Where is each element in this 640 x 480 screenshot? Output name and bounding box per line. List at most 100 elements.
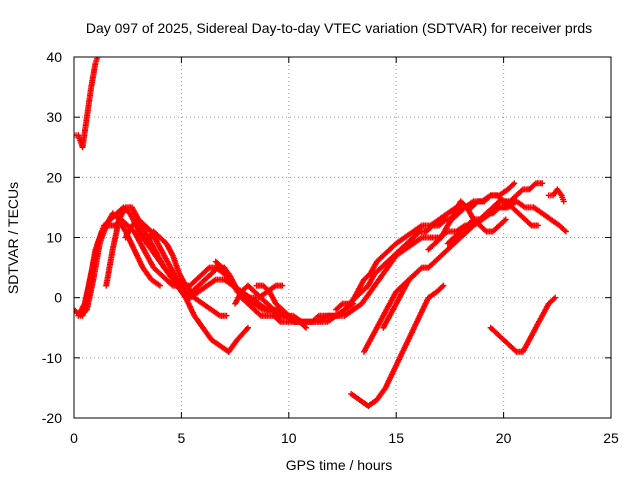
- interpolated-markers: [84, 85, 94, 119]
- interpolated-markers: [557, 223, 568, 234]
- interpolated-markers: [190, 283, 201, 294]
- interpolated-markers: [100, 223, 111, 234]
- interpolated-markers: [265, 312, 276, 319]
- interpolated-markers: [252, 301, 265, 312]
- interpolated-markers: [385, 253, 396, 264]
- data-point: [156, 282, 163, 289]
- data-point: [244, 324, 251, 331]
- interpolated-markers: [516, 211, 527, 222]
- interpolated-markers: [168, 266, 180, 282]
- interpolated-markers: [162, 254, 173, 270]
- interpolated-markers: [209, 265, 220, 276]
- interpolated-markers: [403, 229, 415, 240]
- interpolated-markers: [355, 278, 367, 294]
- interpolated-markers: [469, 199, 480, 210]
- interpolated-markers: [274, 301, 285, 312]
- interpolated-markers: [417, 296, 431, 318]
- interpolated-markers: [134, 224, 145, 239]
- interpolated-markers: [177, 272, 188, 288]
- y-axis-label: SDTVAR / TECUs: [5, 182, 21, 294]
- interpolated-markers: [88, 61, 99, 89]
- interpolated-markers: [171, 282, 181, 289]
- interpolated-markers: [341, 300, 351, 307]
- interpolated-markers: [226, 338, 240, 354]
- interpolated-markers: [197, 283, 209, 294]
- interpolated-markers: [411, 223, 424, 234]
- interpolated-markers: [497, 187, 510, 198]
- interpolated-markers: [140, 265, 154, 282]
- interpolated-markers: [149, 242, 160, 257]
- interpolated-markers: [508, 344, 519, 354]
- interpolated-markers: [439, 224, 450, 239]
- interpolated-markers: [287, 313, 297, 324]
- interpolated-markers: [183, 296, 197, 318]
- interpolated-markers: [491, 199, 501, 210]
- interpolated-markers: [162, 265, 173, 276]
- interpolated-markers: [368, 260, 380, 276]
- interpolated-markers: [392, 247, 403, 258]
- interpolated-markers: [205, 277, 218, 288]
- interpolated-markers: [491, 223, 501, 234]
- interpolated-markers: [218, 312, 228, 319]
- interpolated-markers: [119, 217, 130, 228]
- interpolated-markers: [164, 242, 175, 257]
- interpolated-markers: [540, 211, 553, 222]
- interpolated-markers: [452, 229, 463, 240]
- interpolated-markers: [143, 223, 153, 234]
- interpolated-markers: [411, 229, 422, 240]
- x-axis-label: GPS time / hours: [286, 457, 393, 473]
- interpolated-markers: [226, 272, 238, 288]
- interpolated-markers: [267, 290, 279, 306]
- interpolated-markers: [188, 289, 201, 300]
- interpolated-markers: [209, 307, 222, 318]
- interpolated-markers: [495, 332, 506, 342]
- interpolated-markers: [201, 301, 213, 312]
- interpolated-markers: [549, 217, 561, 228]
- interpolated-markers: [246, 301, 257, 312]
- interpolated-markers: [200, 326, 214, 342]
- series-arc-18: [545, 186, 567, 205]
- interpolated-markers: [504, 199, 514, 210]
- interpolated-markers: [158, 235, 169, 246]
- interpolated-markers: [381, 247, 392, 258]
- interpolated-markers: [107, 222, 117, 229]
- interpolated-markers: [232, 290, 244, 306]
- interpolated-markers: [79, 284, 92, 318]
- interpolated-markers: [368, 326, 380, 342]
- interpolated-markers: [439, 247, 450, 258]
- interpolated-markers: [520, 338, 532, 354]
- interpolated-markers: [259, 312, 269, 319]
- interpolated-markers: [482, 193, 493, 204]
- interpolated-markers: [485, 210, 495, 217]
- interpolated-markers: [413, 265, 424, 276]
- interpolated-markers: [456, 205, 467, 216]
- interpolated-markers: [334, 301, 345, 312]
- interpolated-markers: [265, 301, 276, 312]
- interpolated-markers: [192, 295, 205, 306]
- interpolated-markers: [489, 326, 499, 336]
- interpolated-markers: [377, 265, 390, 282]
- interpolated-markers: [203, 271, 214, 282]
- interpolated-markers: [521, 186, 531, 193]
- interpolated-markers: [540, 302, 551, 318]
- interpolated-markers: [93, 230, 105, 251]
- interpolated-markers: [506, 181, 517, 192]
- interpolated-markers: [559, 194, 566, 203]
- interpolated-markers: [116, 205, 128, 221]
- data-point: [511, 180, 518, 187]
- y-tick-label: 30: [46, 109, 62, 125]
- interpolated-markers: [347, 295, 358, 306]
- interpolated-markers: [387, 302, 399, 318]
- interpolated-markers: [515, 348, 525, 355]
- interpolated-markers: [527, 326, 538, 342]
- interpolated-markers: [361, 338, 373, 354]
- interpolated-markers: [278, 312, 288, 319]
- interpolated-markers: [235, 326, 250, 342]
- interpolated-markers: [445, 211, 457, 227]
- interpolated-markers: [381, 302, 392, 318]
- interpolated-markers: [437, 211, 450, 222]
- interpolated-markers: [123, 224, 135, 239]
- interpolated-markers: [394, 283, 405, 294]
- interpolated-markers: [458, 199, 469, 210]
